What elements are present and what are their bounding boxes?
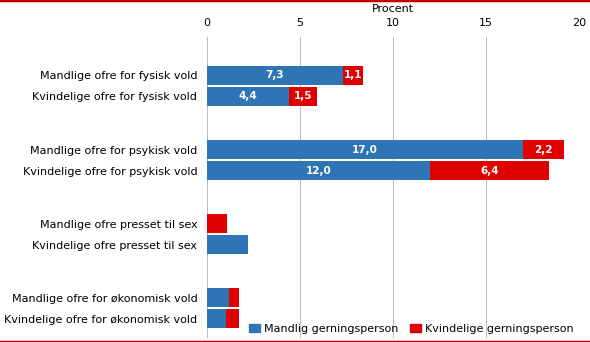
Bar bbox=[343, 66, 363, 85]
Text: 2,2: 2,2 bbox=[534, 145, 553, 155]
Bar bbox=[207, 309, 225, 328]
Bar bbox=[207, 87, 289, 106]
Text: 1,5: 1,5 bbox=[293, 91, 312, 101]
Text: 7,3: 7,3 bbox=[266, 70, 284, 80]
Text: 6,4: 6,4 bbox=[480, 166, 499, 175]
Bar bbox=[207, 288, 230, 307]
Legend: Mandlig gerningsperson, Kvindelige gerningsperson: Mandlig gerningsperson, Kvindelige gerni… bbox=[244, 319, 579, 338]
Text: 1,1: 1,1 bbox=[344, 70, 362, 80]
Bar bbox=[207, 214, 228, 233]
Bar bbox=[207, 161, 430, 180]
Text: 12,0: 12,0 bbox=[306, 166, 332, 175]
Bar bbox=[207, 140, 523, 159]
Bar bbox=[207, 66, 343, 85]
Bar bbox=[289, 87, 317, 106]
Bar bbox=[430, 161, 549, 180]
Bar bbox=[230, 288, 238, 307]
Bar bbox=[523, 140, 564, 159]
Bar bbox=[207, 235, 248, 254]
Text: 4,4: 4,4 bbox=[238, 91, 257, 101]
Text: 17,0: 17,0 bbox=[352, 145, 378, 155]
Bar bbox=[225, 309, 238, 328]
X-axis label: Procent: Procent bbox=[372, 4, 414, 14]
